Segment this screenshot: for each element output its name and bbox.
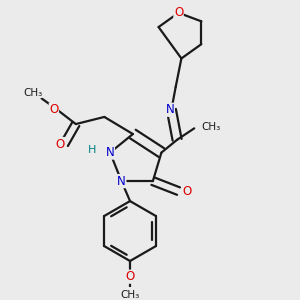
Text: O: O: [182, 184, 192, 198]
Text: O: O: [49, 103, 58, 116]
Text: N: N: [166, 103, 174, 116]
Text: N: N: [106, 146, 114, 159]
Text: H: H: [88, 145, 97, 155]
Text: O: O: [125, 270, 135, 283]
Text: CH₃: CH₃: [201, 122, 220, 132]
Text: CH₃: CH₃: [120, 290, 140, 300]
Text: N: N: [117, 175, 126, 188]
Text: O: O: [174, 6, 183, 19]
Text: O: O: [56, 137, 65, 151]
Text: CH₃: CH₃: [23, 88, 43, 98]
